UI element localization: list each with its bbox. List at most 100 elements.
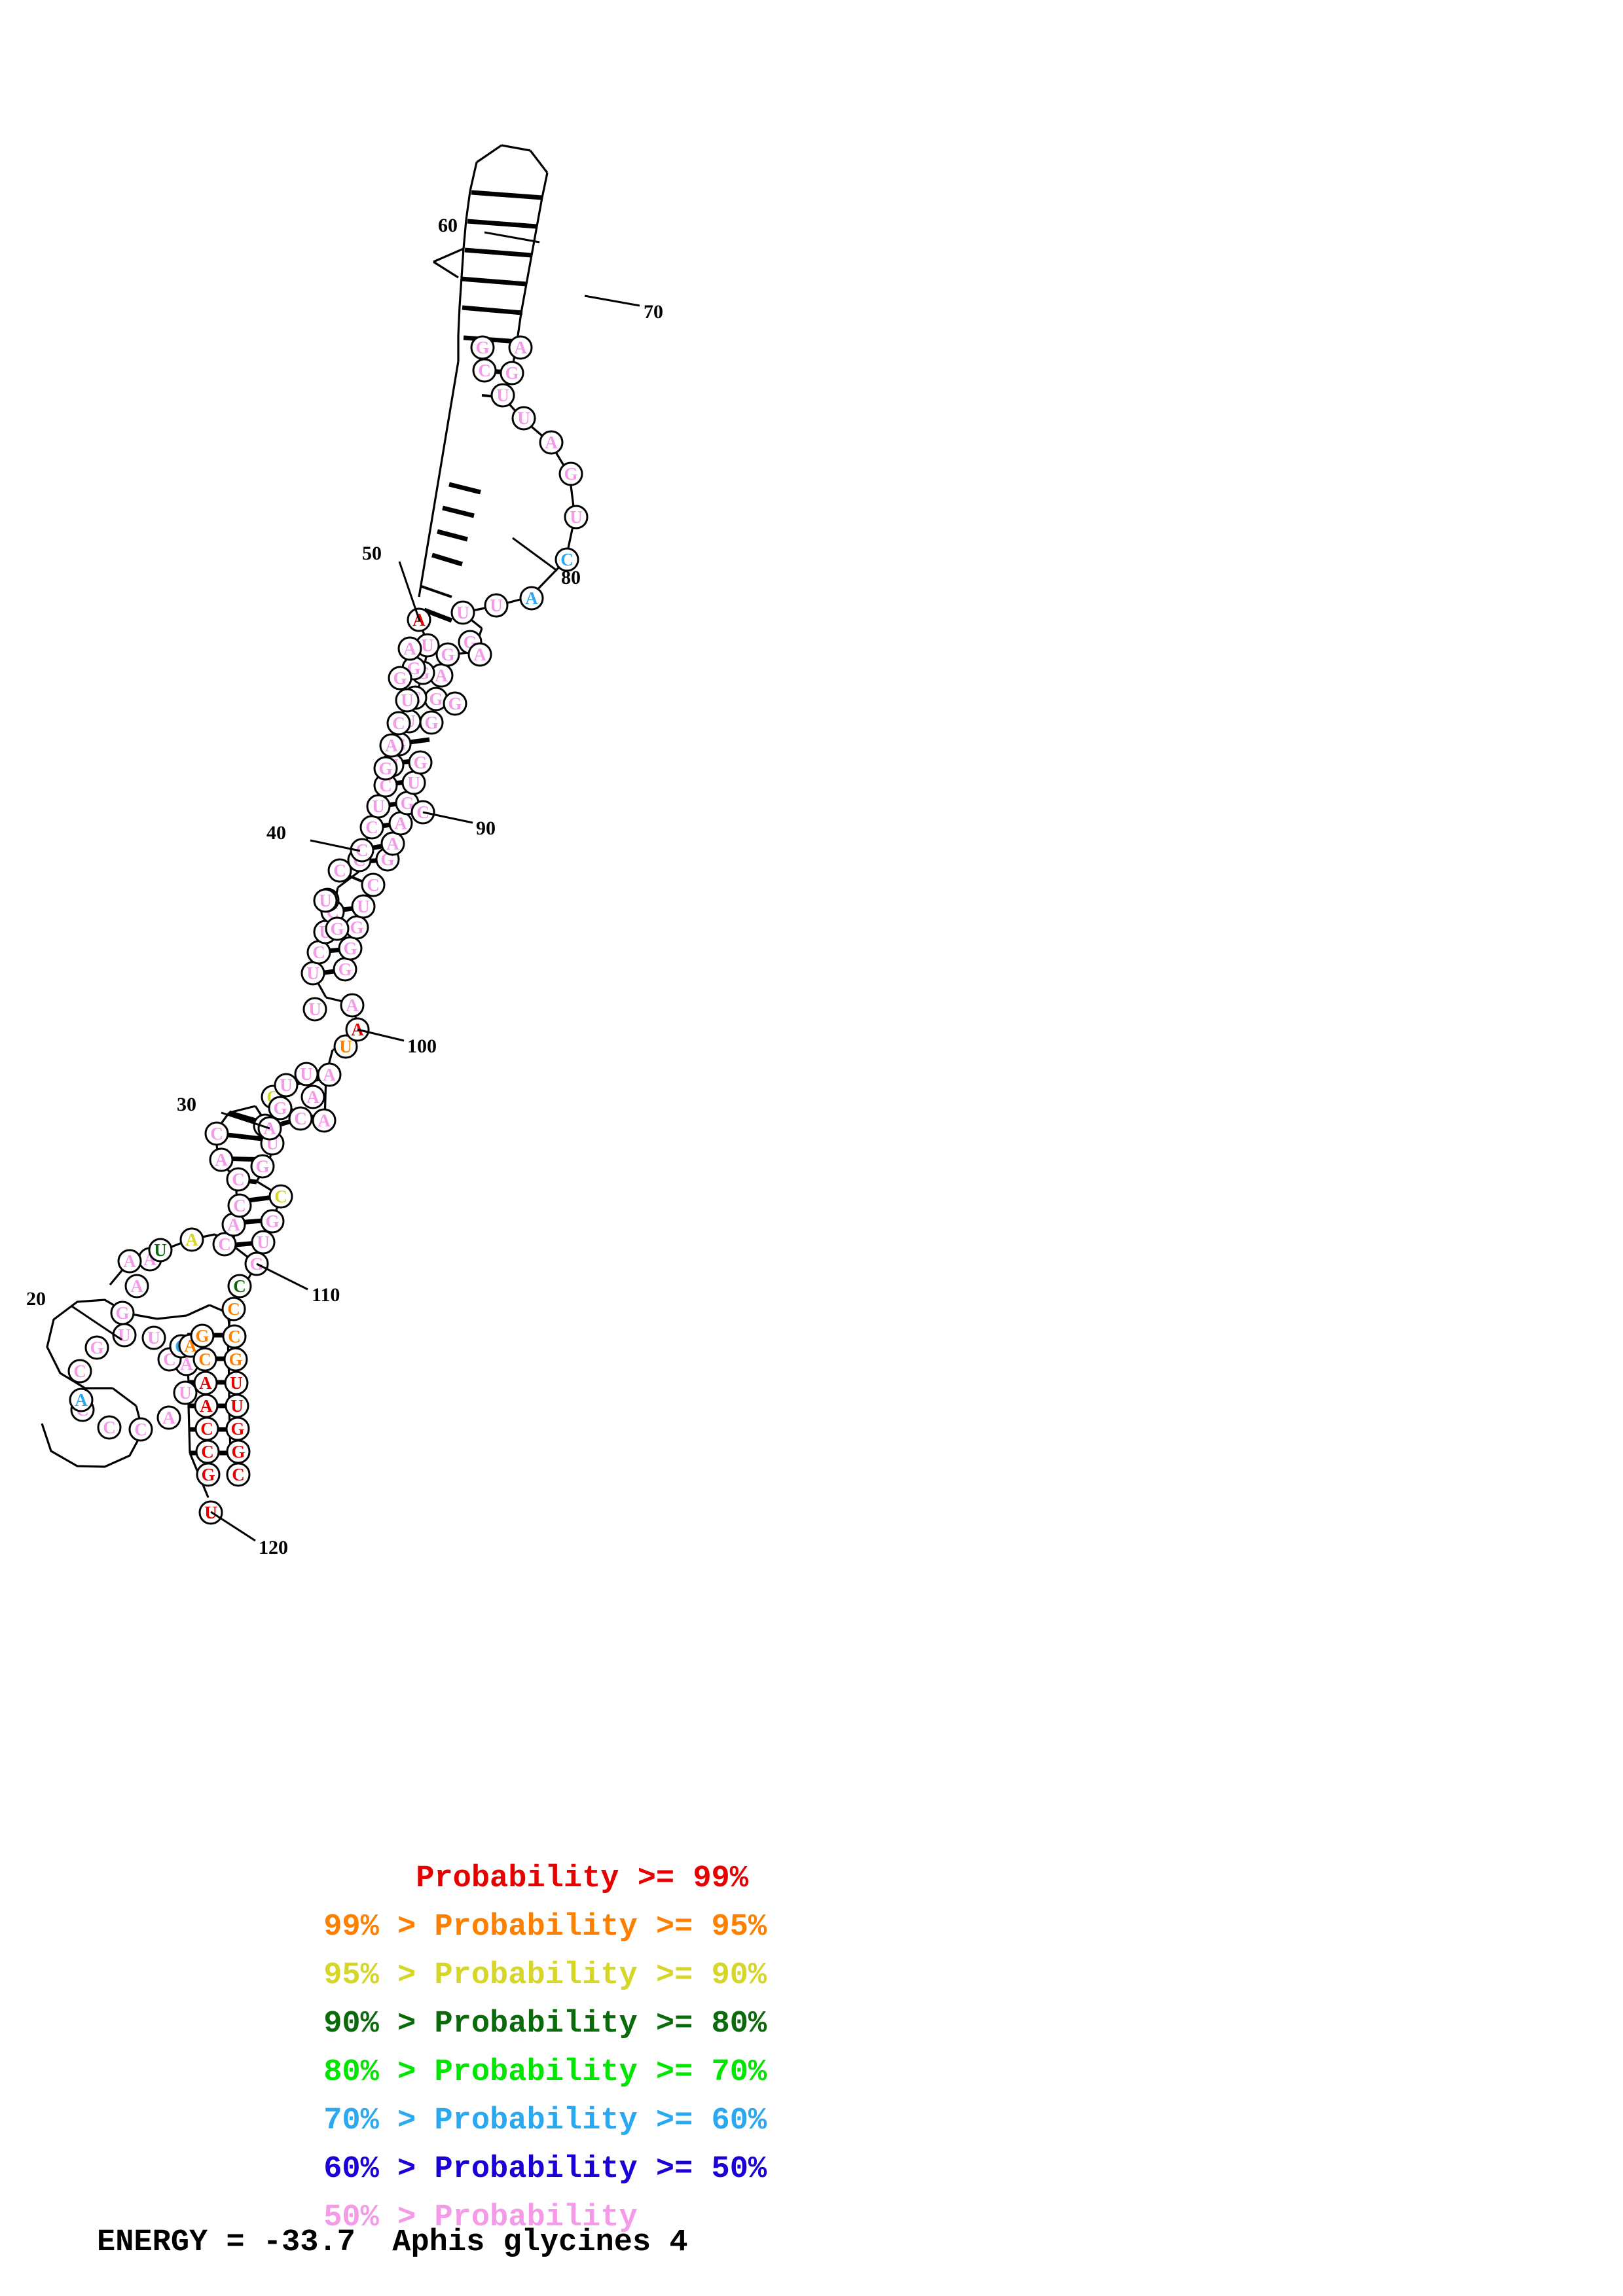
nucleotide: C — [555, 547, 579, 572]
nucleotide-letter: C — [367, 875, 380, 895]
nucleotide: C — [306, 940, 331, 965]
nucleotide-circle — [148, 1238, 173, 1263]
nucleotide-letter: G — [90, 1338, 103, 1357]
nucleotide: U — [366, 794, 391, 819]
nucleotide-circle — [190, 1323, 215, 1348]
nucleotide: G — [419, 710, 444, 735]
nucleotide-letter: U — [407, 773, 420, 793]
nucleotide-letter: A — [545, 433, 558, 452]
legend-row: 70% > Probability >= 60% — [97, 2049, 883, 2138]
legend-mid: Probability >= — [416, 2007, 693, 2041]
nucleotide-letter: U — [339, 1037, 352, 1056]
nucleotide: A — [380, 831, 405, 856]
nucleotide-letter: U — [496, 386, 509, 405]
nucleotide-circle — [227, 1274, 252, 1299]
nucleotide-circle — [117, 1249, 142, 1274]
nucleotide: U — [148, 1238, 173, 1263]
nucleotide-letter: A — [435, 666, 448, 685]
nucleotide: U — [274, 1073, 299, 1098]
nucleotide: A — [467, 642, 492, 667]
legend-right: 60% — [693, 2104, 767, 2138]
nucleotide: U — [141, 1325, 166, 1350]
nucleotide: G — [268, 1096, 293, 1121]
position-label: 20 — [26, 1288, 46, 1310]
nucleotide: A — [317, 1062, 342, 1087]
nucleotide-circle — [443, 691, 467, 716]
nucleotide-letter: C — [233, 1196, 246, 1215]
nucleotide: A — [124, 1274, 149, 1299]
nucleotide: G — [333, 957, 357, 982]
legend-row: 99% > Probability >= 95% — [97, 1855, 883, 1945]
nucleotide-circle — [470, 335, 495, 360]
nucleotide-letter: U — [300, 1064, 313, 1084]
nucleotide-letter: U — [401, 691, 414, 710]
legend-left: 99% > — [323, 1910, 416, 1945]
nucleotide: C — [288, 1106, 313, 1131]
nucleotide-letter: G — [231, 1442, 245, 1462]
nucleotide-circle — [209, 1147, 234, 1172]
nucleotide: U — [173, 1380, 198, 1405]
nucleotide: U — [313, 888, 338, 913]
legend-row: 95% > Probability >= 90% — [97, 1903, 883, 1993]
nucleotide: A — [388, 811, 413, 836]
nucleotide-circle — [196, 1462, 221, 1487]
nucleotide: C — [222, 1324, 247, 1349]
position-leader-line — [210, 1511, 256, 1542]
nucleotide: C — [221, 1297, 246, 1321]
nucleotide-circle — [312, 1108, 337, 1133]
nucleotide: A — [397, 636, 422, 661]
legend-left: 60% > — [323, 2152, 416, 2187]
nucleotide-circle — [519, 586, 544, 611]
nucleotide-letter: A — [130, 1276, 143, 1296]
nucleotide-circle — [69, 1388, 94, 1412]
nucleotide: C — [350, 838, 374, 863]
nucleotide-circle — [301, 1085, 325, 1109]
nucleotide: C — [67, 1359, 92, 1384]
nucleotide-circle — [192, 1347, 217, 1372]
nucleotide-letter: C — [227, 1299, 240, 1319]
nucleotide-circle — [395, 688, 420, 713]
nucleotide: G — [250, 1154, 275, 1179]
nucleotide-letter: U — [490, 596, 503, 615]
nucleotide-circle — [67, 1359, 92, 1384]
nucleotide-letter: C — [134, 1420, 147, 1439]
nucleotide-letter: G — [343, 939, 357, 958]
nucleotide-circle — [539, 430, 564, 455]
legend-right: 80% — [693, 2007, 767, 2041]
nucleotide-letter: A — [514, 338, 527, 357]
nucleotide-circle — [500, 361, 524, 386]
nucleotide-circle — [490, 383, 515, 408]
nucleotide: A — [193, 1371, 218, 1395]
nucleotide: C — [226, 1167, 251, 1192]
legend-row: 80% > Probability >= 70% — [97, 2000, 883, 2090]
legend-left: 80% > — [323, 2055, 416, 2090]
nucleotide: C — [204, 1121, 229, 1146]
nucleotide: C — [192, 1347, 217, 1372]
nucleotide-letter: G — [378, 759, 392, 778]
nucleotide: U — [294, 1062, 319, 1086]
nucleotide: A — [340, 993, 365, 1018]
nucleotide-circle — [84, 1335, 109, 1360]
nucleotide-circle — [222, 1324, 247, 1349]
nucleotide-circle — [564, 505, 589, 529]
legend-left: 95% > — [323, 1958, 416, 1993]
nucleotide-letter: U — [230, 1373, 243, 1393]
nucleotide-circle — [179, 1227, 204, 1252]
rna-secondary-structure-diagram: CCCAUAUUGCAGAACCAGCAACCGUCGGUUGCCCGCUAGC… — [26, 144, 663, 1558]
nucleotide-circle — [366, 794, 391, 819]
nucleotide: A — [69, 1388, 94, 1412]
legend-row: 60% > Probability >= 50% — [97, 2097, 883, 2187]
nucleotide-letter: A — [385, 736, 398, 755]
nucleotide-letter: A — [386, 834, 399, 853]
nucleotide: G — [244, 1251, 269, 1276]
nucleotide-letter: U — [319, 891, 332, 910]
legend-row: 90% > Probability >= 80% — [97, 1952, 883, 2041]
nucleotide-letter: G — [230, 1419, 244, 1439]
nucleotide: U — [401, 770, 426, 795]
position-label: 110 — [312, 1284, 340, 1306]
nucleotide-letter: A — [306, 1087, 319, 1107]
nucleotide-letter: C — [392, 713, 405, 733]
nucleotide-letter: A — [323, 1065, 336, 1085]
nucleotide: C — [227, 1193, 252, 1218]
